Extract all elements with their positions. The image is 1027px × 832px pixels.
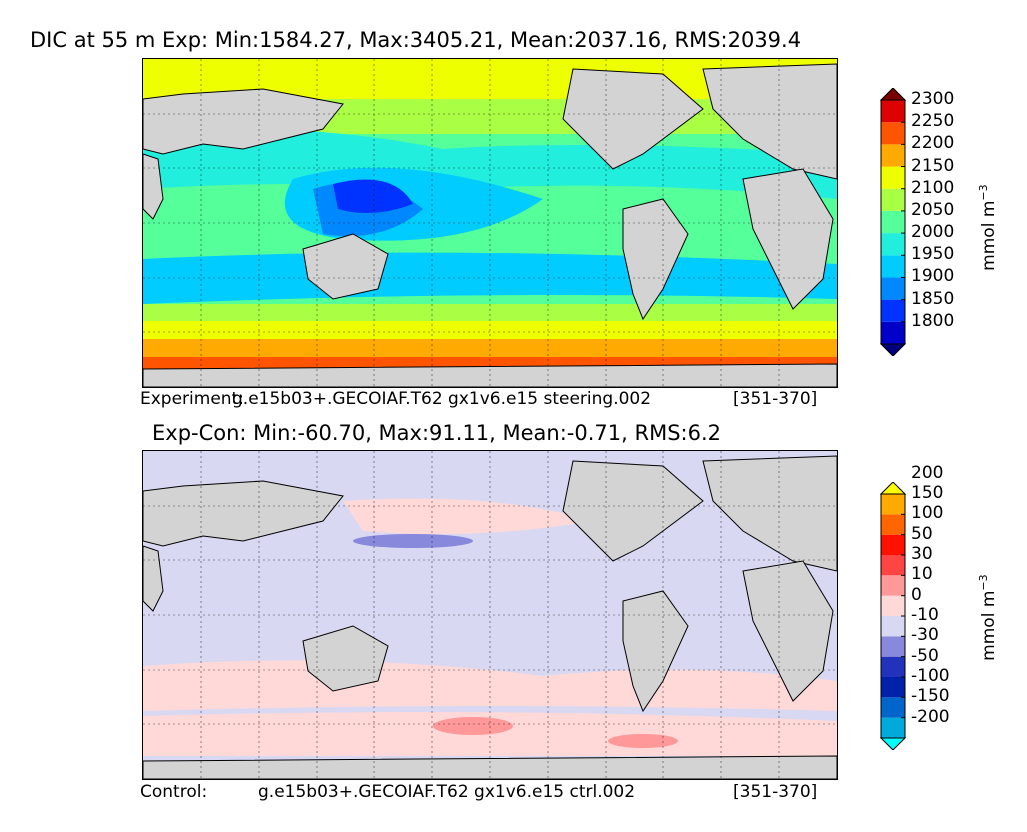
bottom-caption-case: g.e15b03+.GECOIAF.T62 gx1v6.e15 ctrl.002 — [258, 782, 636, 802]
bottom-colorbar-tick-label: 10 — [911, 564, 933, 585]
bottom-colorbar-tick-label: 200 — [911, 462, 944, 483]
top-colorbar-tick-label: 1800 — [911, 310, 955, 331]
bottom-cool-patch — [353, 534, 473, 548]
top-colorbar-tick-label: 2000 — [911, 222, 955, 243]
bottom-colorbar-tick-label: 150 — [911, 483, 944, 503]
top-map-svg — [143, 59, 837, 387]
top-colorbar-segment — [881, 233, 905, 256]
top-caption-case: g.e15b03+.GECOIAF.T62 gx1v6.e15 steering… — [232, 389, 652, 409]
top-colorbar-extend-min — [879, 343, 907, 356]
bottom-colorbar-tick-label: 50 — [911, 523, 933, 544]
bottom-colorbar — [879, 482, 907, 750]
top-colorbar-segment — [881, 277, 905, 300]
top-colorbar-tick-label: 2100 — [911, 177, 955, 198]
top-panel-title: DIC at 55 m Exp: Min:1584.27, Max:3405.2… — [30, 28, 802, 52]
top-land — [143, 63, 837, 387]
bottom-colorbar-tick-label: 100 — [911, 503, 944, 524]
bottom-caption-years: [351-370] — [733, 782, 818, 802]
top-colorbar-tick-label: 1850 — [911, 288, 955, 309]
top-grid — [143, 59, 837, 387]
bottom-colorbar-segment — [881, 717, 905, 738]
bottom-colorbar-extend-min — [879, 737, 907, 750]
bottom-map — [142, 450, 838, 780]
bottom-colorbar-tick-label: -30 — [911, 625, 939, 646]
bottom-colorbar-tick-label: -50 — [911, 645, 939, 666]
top-colorbar-segment — [881, 299, 905, 322]
bottom-colorbar-segment — [881, 697, 905, 718]
bottom-colorbar-segment — [881, 575, 905, 596]
top-colorbar — [879, 88, 907, 356]
bottom-colorbar-tick-label: 30 — [911, 544, 933, 564]
bottom-colorbar-segment — [881, 636, 905, 657]
bottom-colorbar-tick-label: -100 — [911, 666, 950, 686]
bottom-colorbar-segment — [881, 677, 905, 698]
top-caption-label: Experiment: — [140, 389, 244, 409]
bottom-colorbar-segment — [881, 534, 905, 555]
bottom-colorbar-tick-label: -150 — [911, 686, 950, 707]
top-colorbar-tick-label: 2150 — [911, 155, 955, 176]
bottom-warm-patch-1 — [433, 717, 513, 735]
top-colorbar-tick-label: 1950 — [911, 244, 955, 265]
bottom-land — [143, 455, 837, 779]
top-caption-years: [351-370] — [733, 389, 818, 409]
top-colorbar-extend-max — [879, 88, 907, 101]
top-colorbar-tick-label: 2050 — [911, 199, 955, 220]
bottom-colorbar-label: mmol m−3 — [977, 574, 999, 661]
top-colorbar-tick-label: 2200 — [911, 133, 955, 154]
bottom-panel-title: Exp-Con: Min:-60.70, Max:91.11, Mean:-0.… — [152, 421, 722, 445]
bottom-map-svg — [143, 451, 837, 779]
bottom-colorbar-tick-label: -10 — [911, 605, 939, 625]
top-colorbar-segment — [881, 100, 905, 123]
bottom-grid — [143, 451, 837, 779]
bottom-colorbar-segment — [881, 616, 905, 637]
bottom-warm-patch-2 — [608, 734, 678, 748]
top-colorbar-segment — [881, 166, 905, 189]
bottom-colorbar-tick-label: 0 — [911, 584, 922, 605]
bottom-colorbar-segment — [881, 656, 905, 677]
top-core-region — [333, 179, 413, 213]
top-colorbar-tick-label: 1900 — [911, 266, 955, 287]
top-colorbar-segment — [881, 188, 905, 211]
top-colorbar-segment — [881, 210, 905, 234]
top-colorbar-label: mmol m−3 — [977, 184, 999, 271]
bottom-colorbar-segment — [881, 494, 905, 515]
top-colorbar-segment — [881, 122, 905, 145]
top-colorbar-segment — [881, 321, 905, 344]
top-map — [142, 58, 838, 388]
bottom-colorbar-extend-max — [879, 482, 907, 495]
bottom-colorbar-tick-label: -200 — [911, 706, 950, 727]
top-colorbar-segment — [881, 144, 905, 167]
top-colorbar-segment — [881, 255, 905, 278]
bottom-colorbar-segment — [881, 514, 905, 535]
bottom-north-positive — [343, 498, 593, 535]
bottom-colorbar-segment — [881, 595, 905, 616]
top-colorbar-tick-label: 2250 — [911, 111, 955, 132]
top-colorbar-tick-label: 2300 — [911, 89, 955, 109]
bottom-caption-label: Control: — [140, 782, 208, 802]
bottom-colorbar-segment — [881, 555, 905, 576]
